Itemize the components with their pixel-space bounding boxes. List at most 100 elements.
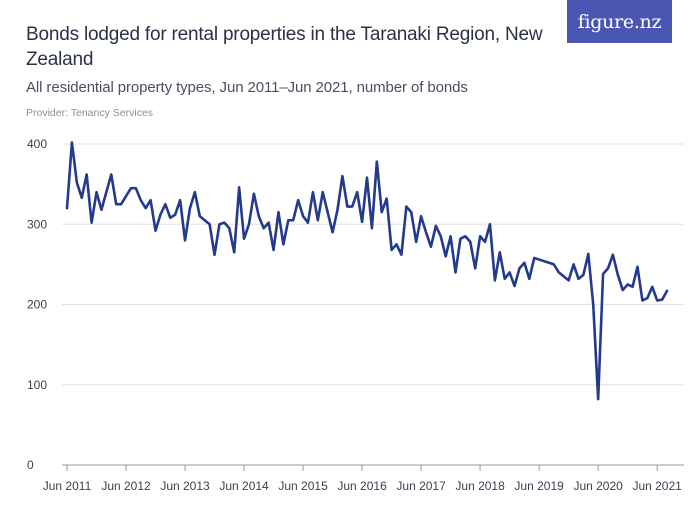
data-point[interactable] — [119, 202, 123, 206]
data-point[interactable] — [640, 298, 644, 302]
data-point[interactable] — [581, 273, 585, 277]
data-point[interactable] — [370, 226, 374, 230]
data-point[interactable] — [311, 190, 315, 194]
data-point[interactable] — [488, 222, 492, 226]
data-point[interactable] — [144, 206, 148, 210]
data-point[interactable] — [591, 303, 595, 307]
data-point[interactable] — [419, 214, 423, 218]
data-point[interactable] — [65, 206, 69, 210]
data-point[interactable] — [522, 261, 526, 265]
data-point[interactable] — [149, 198, 153, 202]
data-point[interactable] — [321, 190, 325, 194]
data-point[interactable] — [114, 202, 118, 206]
data-point[interactable] — [232, 250, 236, 254]
data-point[interactable] — [365, 176, 369, 180]
data-point[interactable] — [478, 234, 482, 238]
data-point[interactable] — [252, 192, 256, 196]
data-point[interactable] — [409, 210, 413, 214]
figure-nz-logo[interactable]: figure.nz — [567, 0, 672, 43]
data-point[interactable] — [567, 278, 571, 282]
data-point[interactable] — [272, 248, 276, 252]
data-point[interactable] — [537, 258, 541, 262]
data-point[interactable] — [208, 222, 212, 226]
data-point[interactable] — [473, 266, 477, 270]
data-point[interactable] — [631, 285, 635, 289]
data-point[interactable] — [414, 240, 418, 244]
data-point[interactable] — [104, 190, 108, 194]
data-point[interactable] — [213, 253, 217, 257]
data-point[interactable] — [493, 278, 497, 282]
data-point[interactable] — [439, 234, 443, 238]
data-point[interactable] — [547, 261, 551, 265]
data-point[interactable] — [139, 198, 143, 202]
data-point[interactable] — [542, 259, 546, 263]
data-point[interactable] — [222, 221, 226, 225]
data-point[interactable] — [267, 221, 271, 225]
data-point[interactable] — [621, 288, 625, 292]
data-point[interactable] — [134, 186, 138, 190]
data-point[interactable] — [203, 218, 207, 222]
data-point[interactable] — [517, 266, 521, 270]
data-point[interactable] — [237, 185, 241, 189]
data-point[interactable] — [99, 208, 103, 212]
data-point[interactable] — [434, 224, 438, 228]
data-point[interactable] — [601, 272, 605, 276]
data-point[interactable] — [198, 214, 202, 218]
data-point[interactable] — [183, 238, 187, 242]
data-point[interactable] — [532, 256, 536, 260]
data-point[interactable] — [404, 205, 408, 209]
data-point[interactable] — [498, 250, 502, 254]
data-point[interactable] — [557, 270, 561, 274]
data-point[interactable] — [645, 296, 649, 300]
data-point[interactable] — [326, 210, 330, 214]
data-point[interactable] — [635, 265, 639, 269]
data-point[interactable] — [380, 210, 384, 214]
data-point[interactable] — [345, 205, 349, 209]
data-point[interactable] — [173, 213, 177, 217]
data-point[interactable] — [463, 234, 467, 238]
data-point[interactable] — [296, 198, 300, 202]
data-point[interactable] — [586, 252, 590, 256]
data-point[interactable] — [444, 254, 448, 258]
data-point[interactable] — [390, 248, 394, 252]
data-point[interactable] — [483, 240, 487, 244]
data-point[interactable] — [399, 253, 403, 257]
data-point[interactable] — [335, 208, 339, 212]
data-point[interactable] — [424, 230, 428, 234]
data-point[interactable] — [227, 226, 231, 230]
data-point[interactable] — [611, 253, 615, 257]
data-point[interactable] — [247, 222, 251, 226]
data-point[interactable] — [375, 160, 379, 164]
data-point[interactable] — [454, 270, 458, 274]
data-point[interactable] — [616, 273, 620, 277]
data-point[interactable] — [257, 214, 261, 218]
data-point[interactable] — [124, 194, 128, 198]
data-point[interactable] — [572, 262, 576, 266]
data-point[interactable] — [395, 242, 399, 246]
data-point[interactable] — [331, 230, 335, 234]
data-point[interactable] — [665, 289, 669, 293]
data-point[interactable] — [301, 214, 305, 218]
data-point[interactable] — [527, 277, 531, 281]
data-point[interactable] — [286, 218, 290, 222]
data-point[interactable] — [193, 190, 197, 194]
data-point[interactable] — [80, 196, 84, 200]
data-point[interactable] — [188, 206, 192, 210]
data-point[interactable] — [340, 174, 344, 178]
data-point[interactable] — [626, 282, 630, 286]
data-point[interactable] — [562, 274, 566, 278]
data-point[interactable] — [70, 140, 74, 144]
data-point[interactable] — [163, 202, 167, 206]
data-point[interactable] — [85, 173, 89, 177]
data-point[interactable] — [281, 242, 285, 246]
data-point[interactable] — [429, 245, 433, 249]
data-point[interactable] — [90, 221, 94, 225]
data-point[interactable] — [350, 205, 354, 209]
data-point[interactable] — [449, 234, 453, 238]
data-point[interactable] — [306, 221, 310, 225]
data-point[interactable] — [355, 190, 359, 194]
data-point[interactable] — [158, 213, 162, 217]
data-point[interactable] — [75, 181, 79, 185]
data-point[interactable] — [468, 240, 472, 244]
data-point[interactable] — [596, 397, 600, 401]
